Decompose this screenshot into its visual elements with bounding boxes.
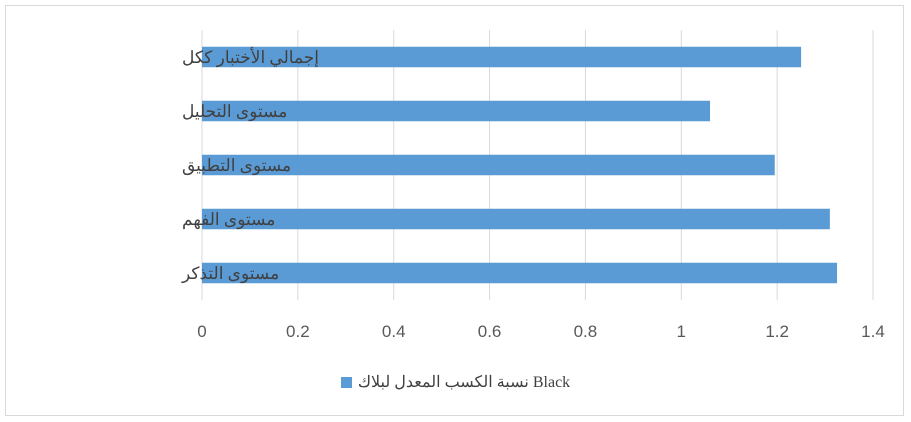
category-label: مستوى التحليل — [182, 102, 287, 122]
bar — [202, 100, 711, 122]
x-tick-label: 1 — [677, 322, 686, 341]
legend-label: نسبة الكسب المعدل لبلاك Black — [357, 374, 571, 391]
bar — [202, 46, 802, 68]
x-tick-label: 0.4 — [382, 322, 406, 341]
bars — [202, 46, 838, 284]
legend: نسبة الكسب المعدل لبلاك Black — [0, 370, 911, 394]
x-tick-label: 0.8 — [574, 322, 598, 341]
category-label: إجمالي الأختبار ككل — [182, 47, 319, 68]
bar — [202, 208, 830, 230]
bar — [202, 154, 775, 176]
category-label: مستوى الفهم — [182, 210, 275, 230]
legend-swatch — [340, 376, 352, 388]
x-tick-labels: 0 0.2 0.4 0.6 0.8 1 1.2 1.4 — [197, 322, 885, 341]
category-label: مستوى التطبيق — [182, 156, 291, 176]
bar — [202, 262, 838, 284]
category-labels: مستوى التذكر مستوى الفهم مستوى التطبيق مستو… — [181, 47, 319, 284]
x-tick-label: 0.6 — [478, 322, 502, 341]
x-tick-label: 0 — [197, 322, 206, 341]
x-tick-label: 0.2 — [286, 322, 310, 341]
x-tick-label: 1.4 — [861, 322, 885, 341]
x-tick-label: 1.2 — [765, 322, 789, 341]
category-label: مستوى التذكر — [181, 264, 279, 284]
